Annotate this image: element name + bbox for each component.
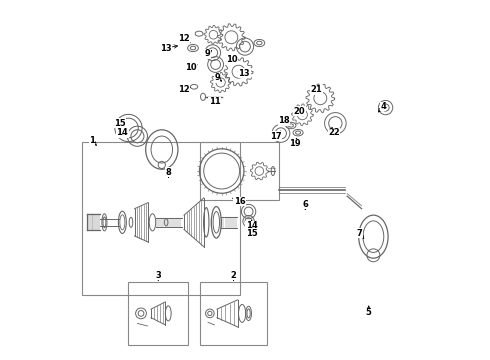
Text: 6: 6 [302,200,308,210]
Text: 18: 18 [278,116,290,125]
Text: 3: 3 [155,270,161,280]
Text: 12: 12 [178,85,190,94]
Text: 21: 21 [311,85,322,95]
Text: 13: 13 [238,69,250,78]
Bar [82,142,240,295]
Text: 10: 10 [225,55,238,64]
Text: 14: 14 [117,128,128,137]
Text: 1: 1 [89,136,97,145]
Text: 20: 20 [294,107,305,116]
Text: 15: 15 [114,119,125,128]
Text: 10: 10 [185,63,197,72]
Text: 14: 14 [245,221,257,230]
Text: 15: 15 [245,228,257,238]
Text: 8: 8 [166,168,171,177]
Text: 12: 12 [178,34,190,43]
Text: 7: 7 [357,229,364,238]
Text: 19: 19 [289,138,300,148]
Bar [200,142,279,200]
Text: 11: 11 [208,97,220,106]
Bar [200,282,267,345]
Bar [128,282,188,345]
Text: 22: 22 [328,127,340,137]
Text: 9: 9 [214,73,221,82]
Text: 9: 9 [204,49,212,58]
Text: 16: 16 [233,197,245,206]
Text: 17: 17 [270,131,281,141]
Text: 4: 4 [378,102,386,112]
Text: 2: 2 [231,270,237,280]
Text: 13: 13 [160,44,177,53]
Text: 5: 5 [366,306,371,317]
